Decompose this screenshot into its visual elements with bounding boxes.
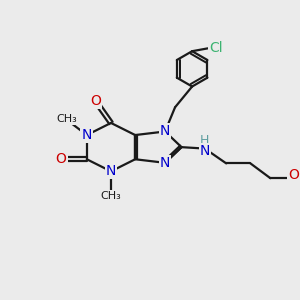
Text: CH₃: CH₃ — [56, 114, 76, 124]
Text: O: O — [56, 152, 67, 166]
Text: CH₃: CH₃ — [100, 190, 122, 201]
Text: H: H — [200, 134, 210, 147]
Text: N: N — [106, 164, 116, 178]
Text: N: N — [82, 128, 92, 142]
Text: N: N — [200, 144, 210, 158]
Text: N: N — [160, 124, 170, 139]
Text: Cl: Cl — [209, 41, 223, 56]
Text: O: O — [90, 94, 101, 108]
Text: N: N — [160, 156, 170, 170]
Text: O: O — [288, 168, 299, 182]
